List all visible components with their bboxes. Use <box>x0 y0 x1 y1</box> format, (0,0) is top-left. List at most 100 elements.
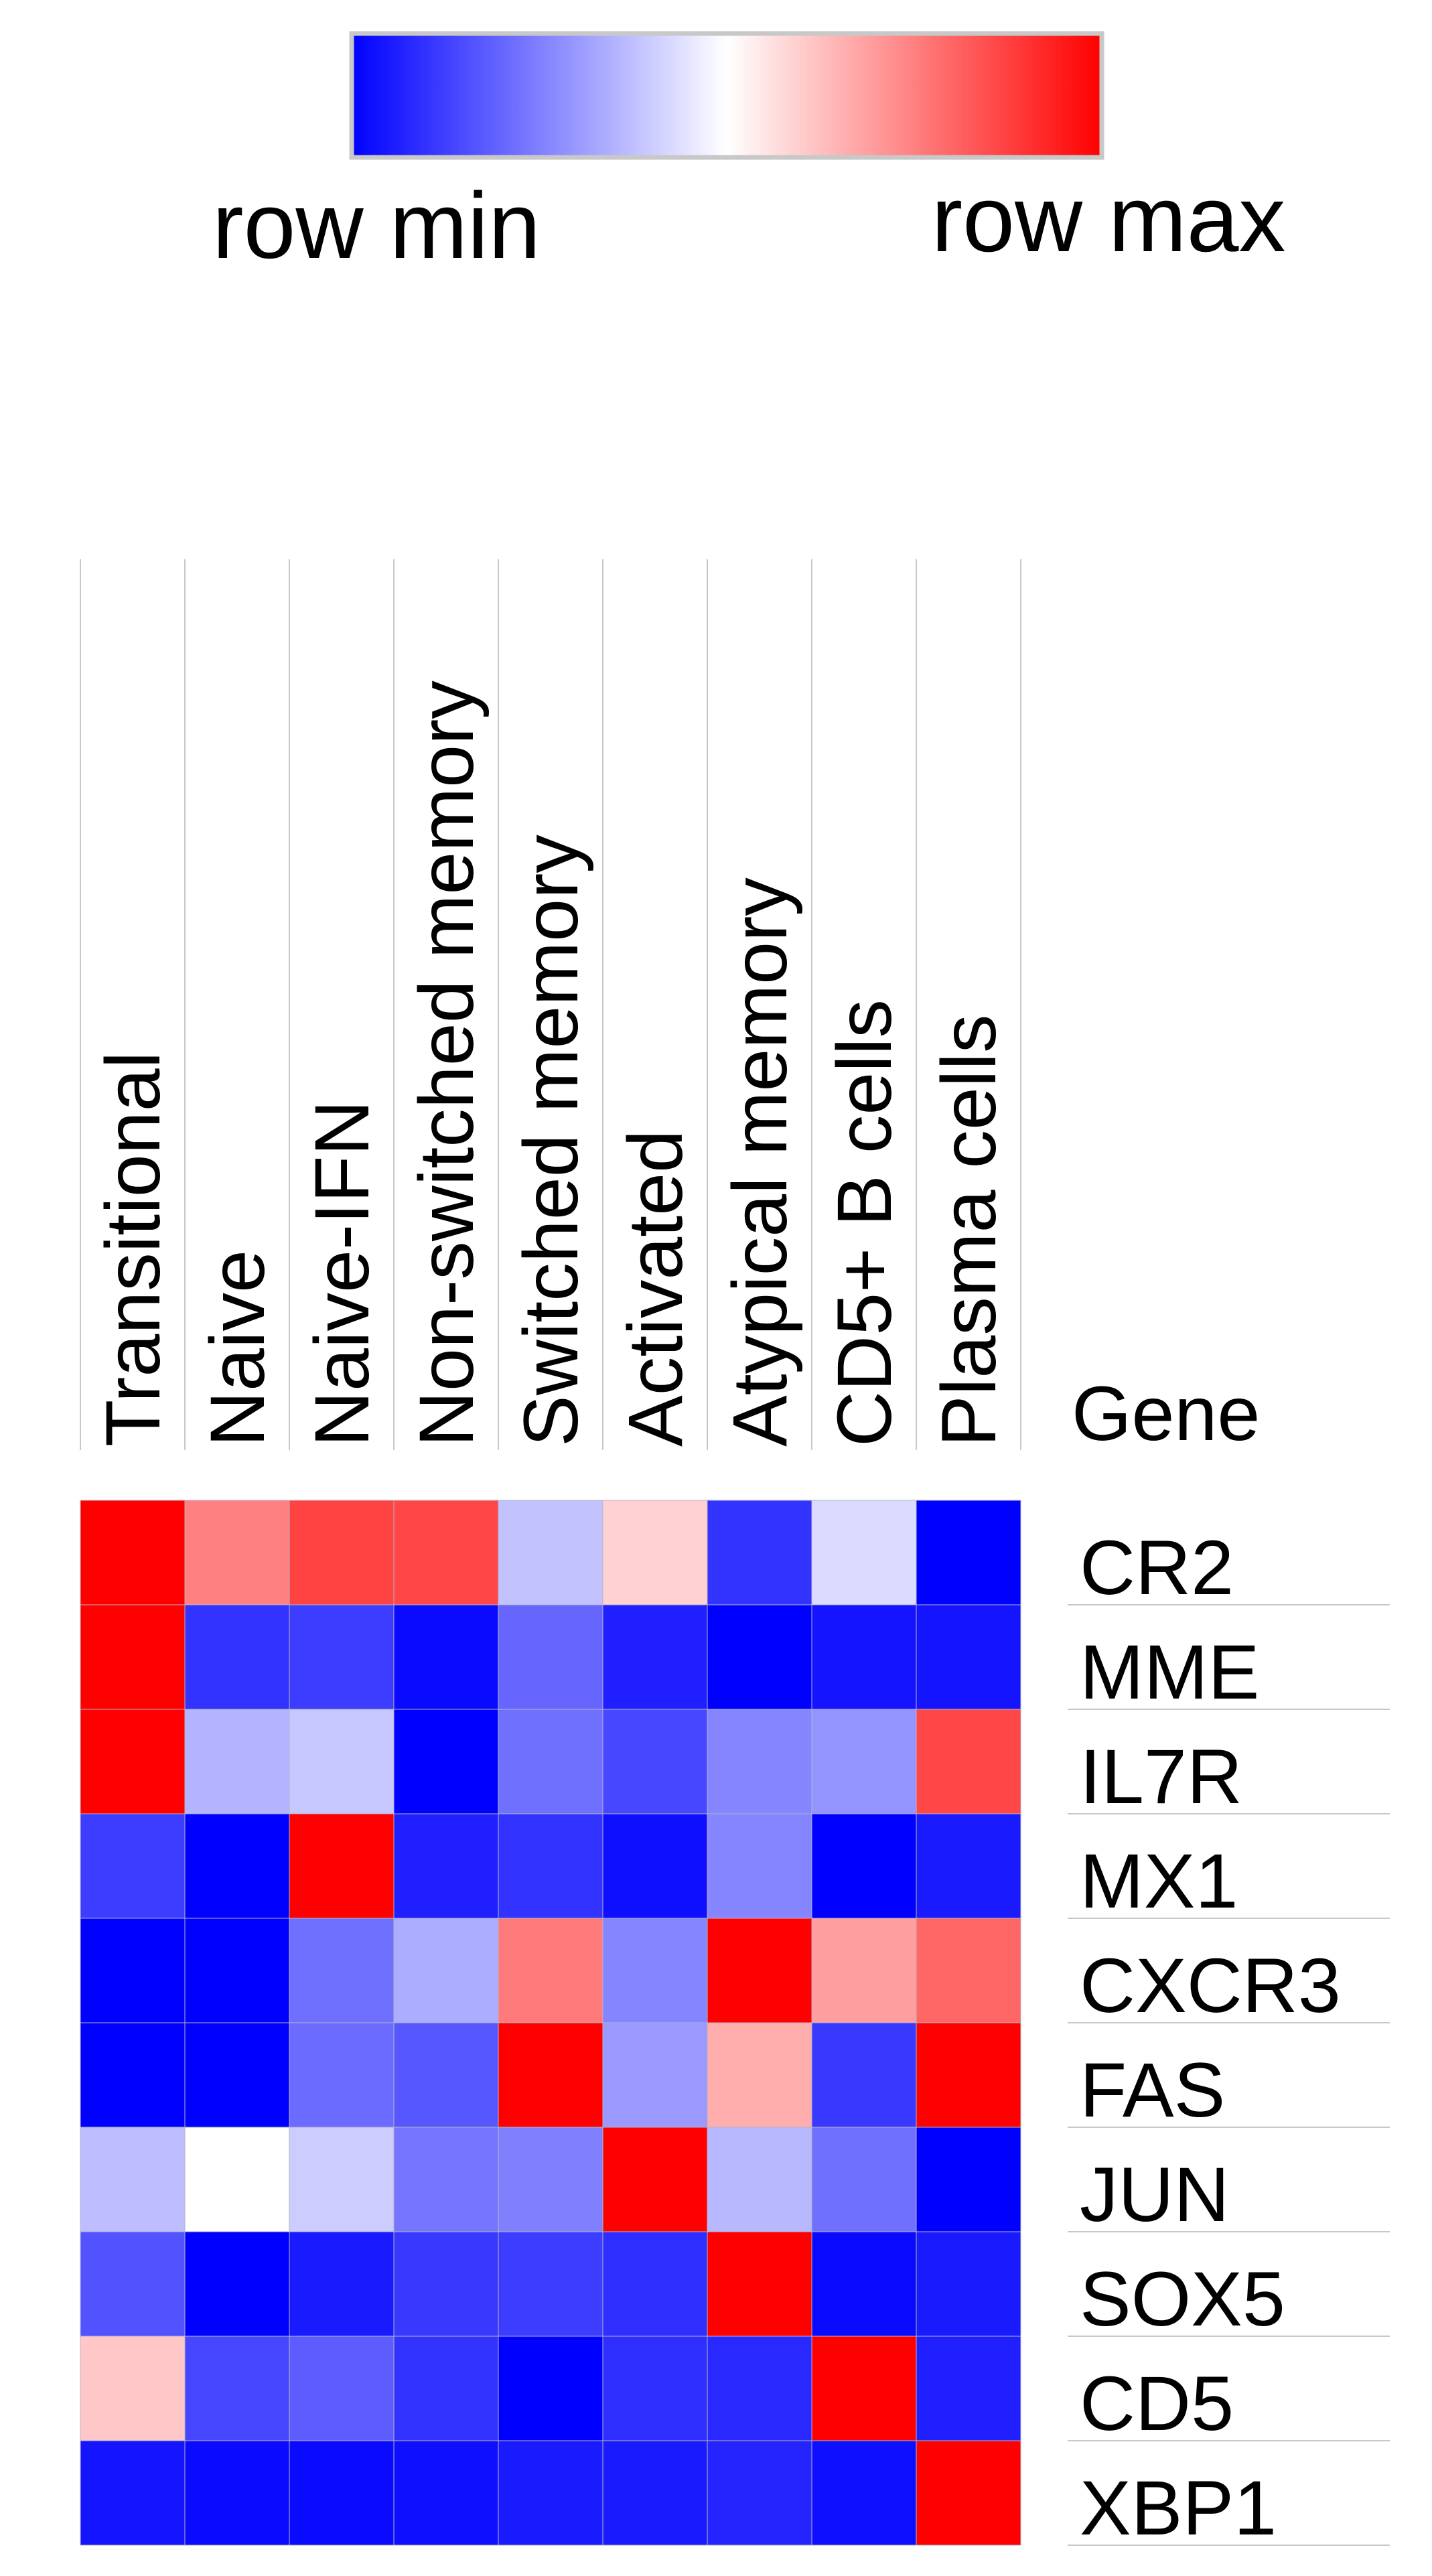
row-label-sox5: SOX5 <box>1080 2257 1285 2342</box>
heatmap-cell-cd5-cd5plus-b-cells <box>811 2336 917 2441</box>
legend-max-label: row max <box>932 166 1286 271</box>
heatmap-cell-cr2-naive <box>184 1500 290 1605</box>
heatmap-cell-sox5-plasma-cells <box>916 2231 1021 2337</box>
heatmap-cell-cd5-naive <box>184 2336 290 2441</box>
heatmap-cell-fas-naive-ifn <box>289 2022 395 2128</box>
heatmap-cell-xbp1-naive-ifn <box>289 2440 395 2546</box>
heatmap-cell-mx1-cd5plus-b-cells <box>811 1813 917 1919</box>
heatmap-cell-xbp1-activated <box>602 2440 708 2546</box>
heatmap-cell-cxcr3-naive-ifn <box>289 1918 395 2023</box>
heatmap-cells <box>80 1500 1021 2546</box>
row-label-cd5: CD5 <box>1080 2361 1234 2447</box>
heatmap-cell-cd5-transitional <box>80 2336 186 2441</box>
heatmap-cell-mme-switched-memory <box>498 1604 603 1710</box>
column-label-naive-ifn: Naive-IFN <box>299 1100 385 1447</box>
heatmap-cell-cd5-plasma-cells <box>916 2336 1021 2441</box>
heatmap-cell-il7r-atypical-memory <box>707 1709 812 1814</box>
row-label-cxcr3: CXCR3 <box>1080 1943 1341 2029</box>
heatmap-cell-mx1-switched-memory <box>498 1813 603 1919</box>
column-label-non-switched-memory: Non-switched memory <box>404 681 490 1447</box>
heatmap-cell-jun-plasma-cells <box>916 2127 1021 2232</box>
column-label-transitional: Transitional <box>90 1052 176 1447</box>
heatmap-cell-il7r-transitional <box>80 1709 186 1814</box>
heatmap-cell-fas-non-switched-memory <box>393 2022 499 2128</box>
heatmap-cell-cxcr3-naive <box>184 1918 290 2023</box>
heatmap-cell-jun-switched-memory <box>498 2127 603 2232</box>
heatmap-cell-cxcr3-plasma-cells <box>916 1918 1021 2023</box>
column-label-switched-memory: Switched memory <box>508 835 594 1447</box>
row-label-il7r: IL7R <box>1080 1734 1242 1820</box>
heatmap-cell-il7r-activated <box>602 1709 708 1814</box>
row-label-mx1: MX1 <box>1080 1839 1238 1924</box>
heatmap-cell-cr2-naive-ifn <box>289 1500 395 1605</box>
heatmap-cell-mx1-transitional <box>80 1813 186 1919</box>
heatmap-cell-jun-atypical-memory <box>707 2127 812 2232</box>
heatmap-cell-xbp1-atypical-memory <box>707 2440 812 2546</box>
heatmap-cell-cr2-transitional <box>80 1500 186 1605</box>
heatmap-cell-fas-activated <box>602 2022 708 2128</box>
heatmap-cell-xbp1-cd5plus-b-cells <box>811 2440 917 2546</box>
row-label-jun: JUN <box>1080 2152 1230 2238</box>
color-legend: row min row max <box>212 31 1286 278</box>
row-label-mme: MME <box>1080 1630 1259 1715</box>
row-label-cr2: CR2 <box>1080 1525 1234 1611</box>
heatmap-cell-sox5-transitional <box>80 2231 186 2337</box>
heatmap-cell-cxcr3-atypical-memory <box>707 1918 812 2023</box>
column-label-naive: Naive <box>195 1250 281 1447</box>
heatmap-cell-fas-cd5plus-b-cells <box>811 2022 917 2128</box>
heatmap-cell-mme-transitional <box>80 1604 186 1710</box>
column-separators <box>80 559 1021 1450</box>
column-label-cd5plus-b-cells: CD5+ B cells <box>822 999 908 1447</box>
heatmap-cell-xbp1-switched-memory <box>498 2440 603 2546</box>
heatmap-cell-mx1-plasma-cells <box>916 1813 1021 1919</box>
heatmap-cell-sox5-cd5plus-b-cells <box>811 2231 917 2337</box>
heatmap-cell-mme-cd5plus-b-cells <box>811 1604 917 1710</box>
heatmap-cell-fas-transitional <box>80 2022 186 2128</box>
row-labels: CR2 MME IL7R MX1 CXCR3 FAS JUN SOX5 CD5 XBP1 <box>1080 1525 1341 2551</box>
heatmap-cell-mx1-naive-ifn <box>289 1813 395 1919</box>
heatmap-cell-xbp1-non-switched-memory <box>393 2440 499 2546</box>
heatmap-cell-cxcr3-cd5plus-b-cells <box>811 1918 917 2023</box>
row-header-gene: Gene <box>1072 1371 1260 1457</box>
heatmap-cell-mx1-atypical-memory <box>707 1813 812 1919</box>
heatmap-cell-mx1-naive <box>184 1813 290 1919</box>
heatmap-cell-cr2-cd5plus-b-cells <box>811 1500 917 1605</box>
heatmap-cell-mme-atypical-memory <box>707 1604 812 1710</box>
heatmap-cell-sox5-switched-memory <box>498 2231 603 2337</box>
heatmap-cell-cd5-naive-ifn <box>289 2336 395 2441</box>
heatmap-cell-cd5-activated <box>602 2336 708 2441</box>
heatmap-cell-sox5-activated <box>602 2231 708 2337</box>
heatmap-cell-cxcr3-transitional <box>80 1918 186 2023</box>
heatmap-cell-jun-non-switched-memory <box>393 2127 499 2232</box>
heatmap-cell-il7r-non-switched-memory <box>393 1709 499 1814</box>
heatmap-cell-jun-transitional <box>80 2127 186 2232</box>
heatmap-cell-mx1-non-switched-memory <box>393 1813 499 1919</box>
heatmap-cell-il7r-plasma-cells <box>916 1709 1021 1814</box>
heatmap-cell-jun-naive-ifn <box>289 2127 395 2232</box>
row-separators <box>1068 1604 1390 2546</box>
heatmap-cell-sox5-atypical-memory <box>707 2231 812 2337</box>
heatmap-cell-cxcr3-switched-memory <box>498 1918 603 2023</box>
heatmap-cell-sox5-naive-ifn <box>289 2231 395 2337</box>
heatmap-cell-il7r-cd5plus-b-cells <box>811 1709 917 1814</box>
heatmap-cell-mme-non-switched-memory <box>393 1604 499 1710</box>
legend-min-label: row min <box>212 173 541 278</box>
heatmap-cell-cxcr3-activated <box>602 1918 708 2023</box>
heatmap-cell-cr2-activated <box>602 1500 708 1605</box>
heatmap-cell-sox5-naive <box>184 2231 290 2337</box>
column-label-atypical-memory: Atypical memory <box>717 877 803 1447</box>
column-labels: Transitional Naive Naive-IFN Non-switched m… <box>90 681 1012 1447</box>
heatmap-cell-fas-plasma-cells <box>916 2022 1021 2128</box>
column-label-plasma-cells: Plasma cells <box>926 1015 1012 1447</box>
heatmap-cell-mx1-activated <box>602 1813 708 1919</box>
heatmap-cell-xbp1-naive <box>184 2440 290 2546</box>
heatmap-cell-fas-atypical-memory <box>707 2022 812 2128</box>
heatmap-cell-sox5-non-switched-memory <box>393 2231 499 2337</box>
heatmap-cell-fas-switched-memory <box>498 2022 603 2128</box>
heatmap-cell-il7r-naive <box>184 1709 290 1814</box>
heatmap-cell-jun-activated <box>602 2127 708 2232</box>
column-label-activated: Activated <box>613 1130 699 1447</box>
heatmap-cell-mme-naive <box>184 1604 290 1710</box>
heatmap-cell-cd5-non-switched-memory <box>393 2336 499 2441</box>
